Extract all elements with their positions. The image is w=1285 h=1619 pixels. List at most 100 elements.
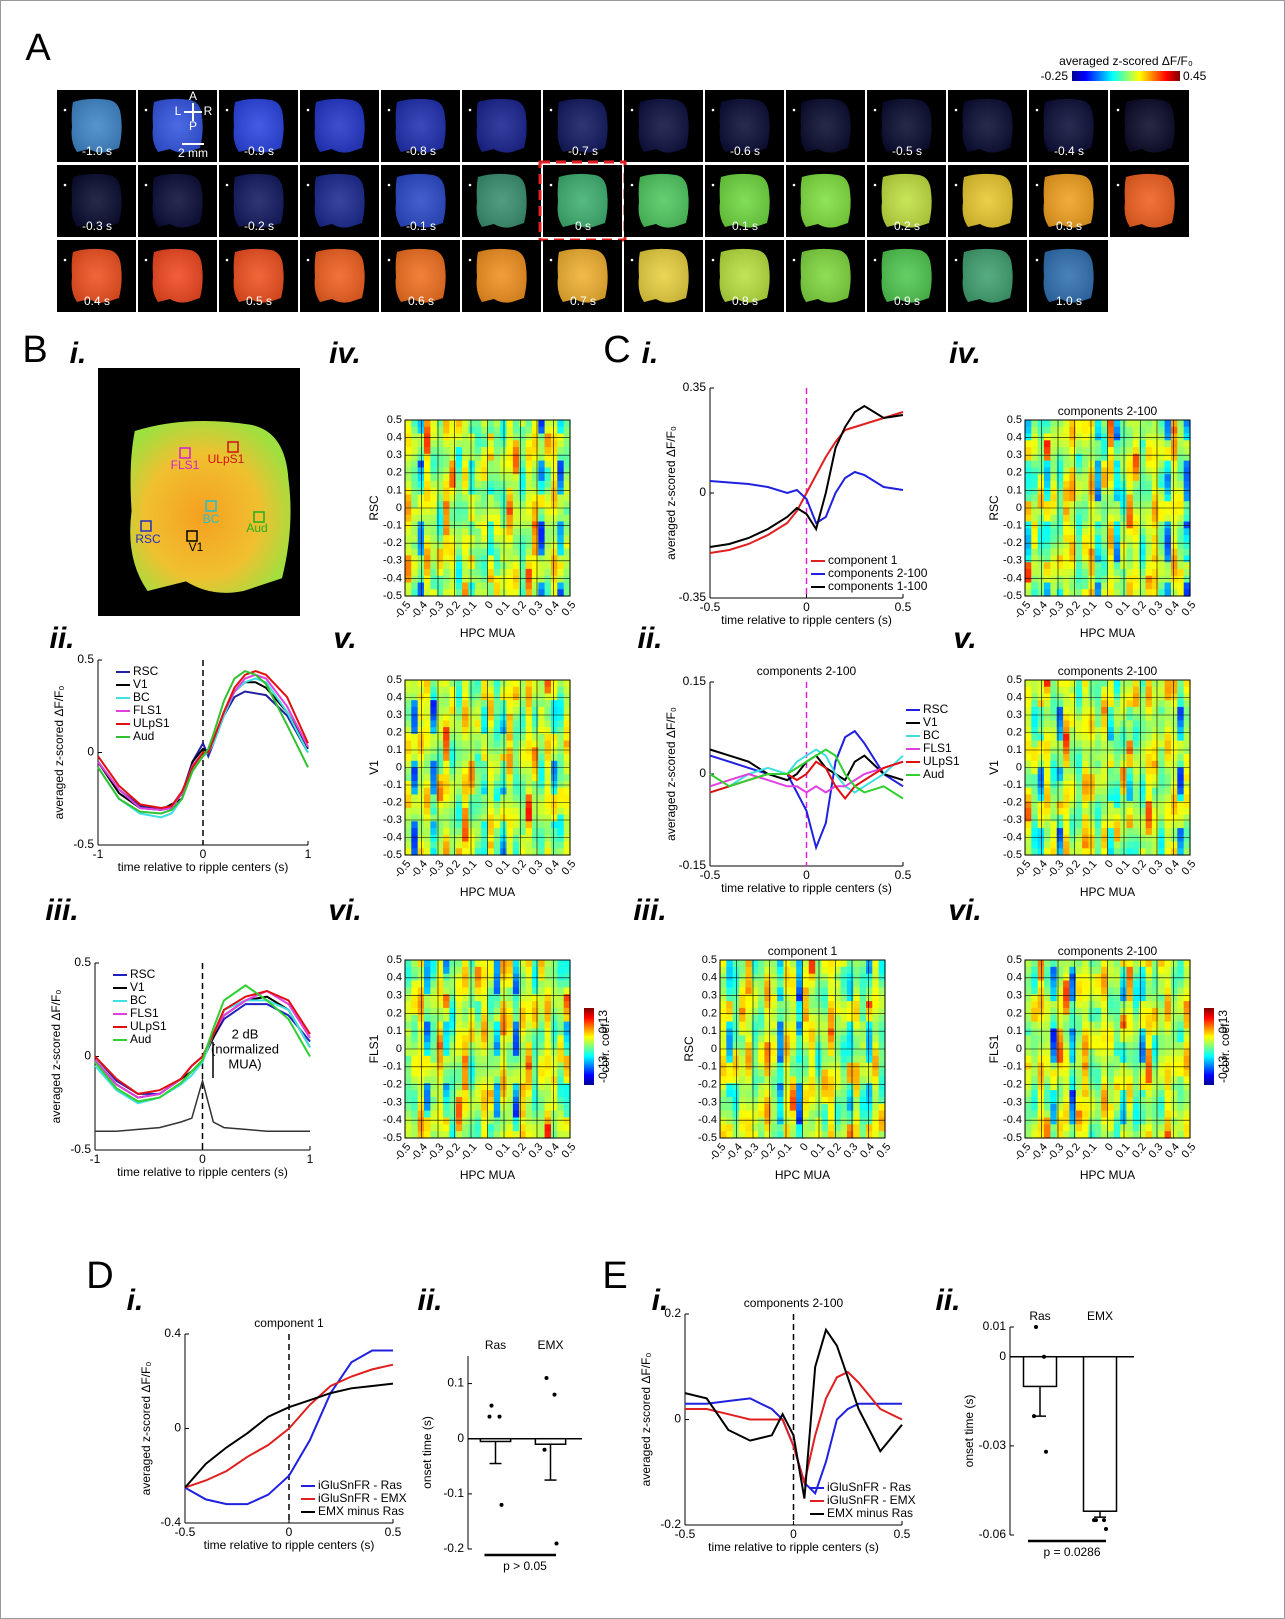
heatmap-cell (443, 434, 450, 441)
heatmap-cell (481, 707, 488, 714)
heatmap-cell (1120, 720, 1127, 727)
heatmap-cell (449, 788, 456, 795)
heatmap-cell (532, 700, 539, 707)
heatmap-cell (557, 981, 564, 988)
heatmap-cell (1038, 960, 1045, 967)
heatmap-cell (494, 747, 501, 754)
heatmap-cell (1076, 981, 1083, 988)
heatmap-cell (1063, 488, 1070, 495)
heatmap-cell (430, 583, 437, 590)
heatmap-cell (545, 808, 552, 815)
heatmap-cell (462, 1097, 469, 1104)
heatmap-cell (500, 981, 507, 988)
heatmap-cell (758, 1097, 765, 1104)
heatmap-cell (1069, 1049, 1076, 1056)
heatmap-cell (545, 1022, 552, 1029)
heatmap-cell (1177, 508, 1184, 515)
heatmap-cell (551, 960, 558, 967)
heatmap-cell (1038, 1118, 1045, 1125)
heatmap-cell (777, 1070, 784, 1077)
heatmap-cell (1152, 589, 1159, 596)
heatmap-cell (1069, 720, 1076, 727)
heatmap-cell (449, 734, 456, 741)
legend-label: components 2-100 (828, 566, 928, 580)
heatmap-cell (507, 768, 514, 775)
heatmap-cell (557, 1049, 564, 1056)
heatmap-cell (1108, 488, 1115, 495)
heatmap-cell (1025, 515, 1032, 522)
heatmap-cell (538, 734, 545, 741)
heatmap-cell (507, 1008, 514, 1015)
heatmap-cell (1025, 447, 1032, 454)
heatmap-cell (526, 680, 533, 687)
heatmap-cell (1044, 974, 1051, 981)
heatmap-cell (1101, 589, 1108, 596)
heatmap-cell (872, 987, 879, 994)
heatmap-cell (1146, 747, 1153, 754)
heatmap-cell (456, 788, 463, 795)
heatmap-cell (456, 768, 463, 775)
heatmap-cell (538, 707, 545, 714)
heatmap-cell (1038, 427, 1045, 434)
heatmap-cell (1133, 768, 1140, 775)
heatmap-cell (866, 1124, 873, 1131)
heatmap-cell (853, 1076, 860, 1083)
heatmap-cell (411, 1090, 418, 1097)
heatmap-cell (500, 1063, 507, 1070)
heatmap-cell (488, 1049, 495, 1056)
legend-label: component 1 (828, 553, 898, 567)
heatmap-cell (526, 515, 533, 522)
heatmap-cell (488, 960, 495, 967)
heatmap-cell (424, 694, 431, 701)
heatmap-cell (418, 474, 425, 481)
marker-dot (793, 109, 796, 112)
heatmap-cell (557, 528, 564, 535)
heatmap-cell (828, 981, 835, 988)
heatmap-cell (1101, 555, 1108, 562)
heatmap-cell (1082, 420, 1089, 427)
heatmap-cell (449, 1076, 456, 1083)
heatmap-cell (424, 835, 431, 842)
heatmap-cell (430, 680, 437, 687)
heatmap-cell (1031, 569, 1038, 576)
heatmap-cell (418, 589, 425, 596)
heatmap-cell (847, 1131, 854, 1138)
heatmap-cell (866, 1131, 873, 1138)
heatmap-cell (545, 794, 552, 801)
heatmap-cell (828, 1111, 835, 1118)
heatmap-cell (815, 967, 822, 974)
heatmap-cell (1063, 761, 1070, 768)
heatmap-cell (513, 535, 520, 542)
heatmap-cell (1038, 754, 1045, 761)
heatmap-cell (739, 1001, 746, 1008)
heatmap-cell (424, 1124, 431, 1131)
heatmap-cell (1089, 583, 1096, 590)
heatmap-cell (507, 420, 514, 427)
heatmap-cell (1095, 768, 1102, 775)
heatmap-cell (1031, 967, 1038, 974)
heatmap-cell (1050, 835, 1057, 842)
heatmap-cell (872, 1049, 879, 1056)
heatmap-cell (418, 974, 425, 981)
heatmap-cell (1044, 835, 1051, 842)
heatmap-cell (1133, 734, 1140, 741)
heatmap-cell (1076, 700, 1083, 707)
heatmap-cell (1095, 747, 1102, 754)
heatmap-cell (469, 734, 476, 741)
legend-label: components 1-100 (828, 579, 928, 593)
heatmap-cell (828, 974, 835, 981)
heatmap-cell (481, 420, 488, 427)
heatmap-cell (847, 1111, 854, 1118)
heatmap-cell (418, 1090, 425, 1097)
heatmap-cell (449, 754, 456, 761)
heatmap-cell (1044, 967, 1051, 974)
heatmap-cell (764, 1035, 771, 1042)
frame-time-label: 0.1 s (732, 219, 758, 233)
heatmap-cell (430, 474, 437, 481)
heatmap-cell (488, 707, 495, 714)
heatmap-cell (866, 1063, 873, 1070)
heatmap-cell (557, 821, 564, 828)
heatmap-cell (545, 555, 552, 562)
heatmap-cell (1101, 495, 1108, 502)
heatmap-cell (449, 761, 456, 768)
